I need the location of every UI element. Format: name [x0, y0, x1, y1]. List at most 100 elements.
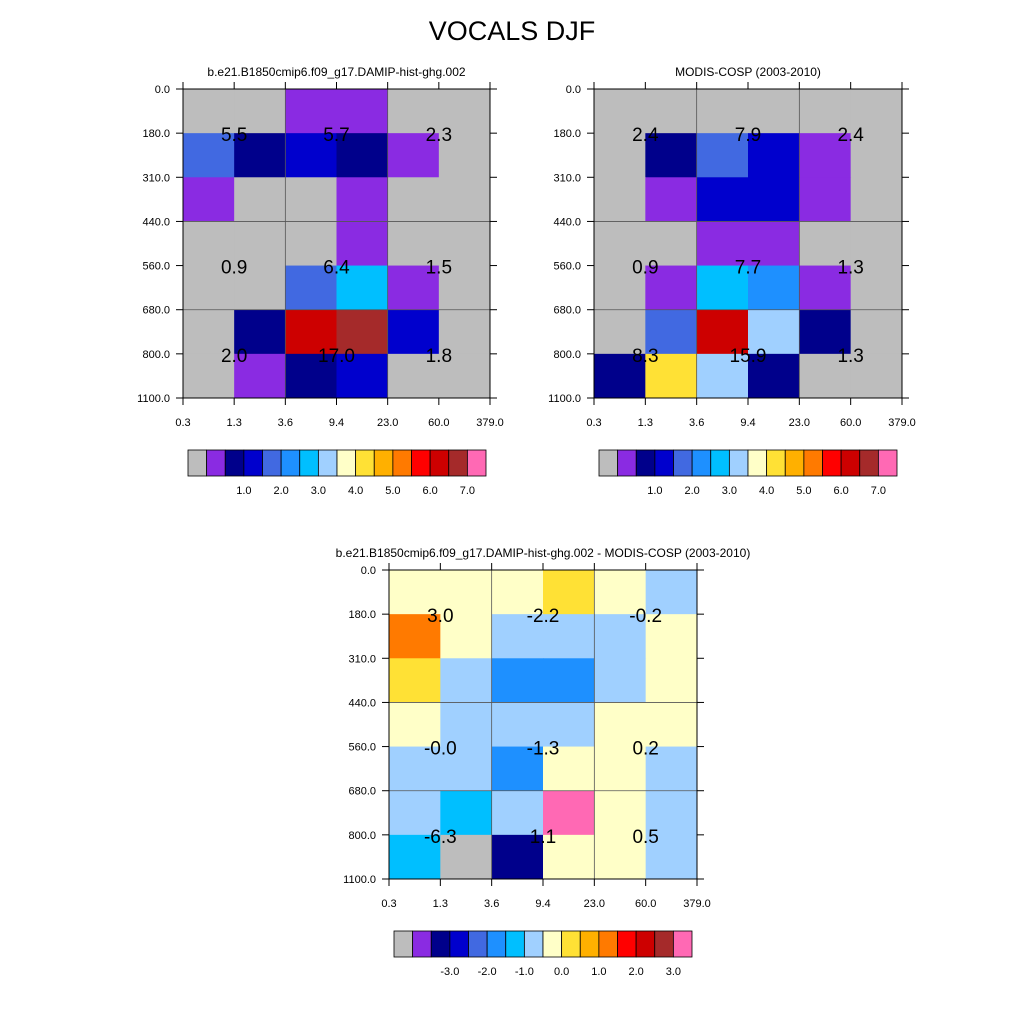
- heatmap-cell: [850, 309, 903, 355]
- heatmap-cell: [748, 89, 800, 134]
- heatmap-cell: [645, 353, 698, 399]
- value-label: -0.0: [424, 739, 457, 760]
- colorbar-box: [673, 449, 693, 477]
- y-tick-label: 440.0: [553, 216, 581, 228]
- heatmap-cell: [389, 834, 441, 880]
- heatmap-cell: [336, 89, 389, 134]
- y-tick-label: 800.0: [348, 830, 376, 842]
- heatmap-cell: [438, 309, 491, 355]
- heatmap-cell: [748, 133, 800, 178]
- heatmap-cell: [183, 265, 235, 311]
- panel-title: b.e21.B1850cmip6.f09_g17.DAMIP-hist-ghg.…: [207, 65, 465, 79]
- colorbar-label: 5.0: [385, 485, 400, 497]
- colorbar-box: [617, 449, 637, 477]
- heatmap-cell: [183, 89, 235, 134]
- colorbar-box: [505, 930, 525, 958]
- heatmap-cell: [183, 353, 235, 399]
- heatmap-cell: [799, 353, 852, 399]
- heatmap-cell: [440, 614, 493, 659]
- x-tick-label: 23.0: [584, 898, 605, 910]
- heatmap-panel-1: b.e21.B1850cmip6.f09_g17.DAMIP-hist-ghg.…: [137, 65, 504, 497]
- colorbar-label: 1.0: [591, 966, 606, 978]
- value-label: 1.3: [837, 258, 863, 279]
- heatmap-cell: [645, 309, 698, 355]
- x-tick-label: 60.0: [428, 417, 449, 429]
- heatmap-cell: [696, 353, 749, 399]
- figure-title: VOCALS DJF: [428, 16, 596, 46]
- colorbar-box: [542, 930, 563, 958]
- heatmap-cell: [645, 265, 698, 311]
- colorbar-box: [822, 449, 842, 477]
- colorbar-box: [393, 930, 414, 958]
- heatmap-cell: [387, 177, 440, 222]
- colorbar-label: 0.0: [554, 966, 569, 978]
- heatmap-cell: [234, 309, 286, 355]
- y-tick-label: 800.0: [553, 349, 581, 361]
- heatmap-cell: [799, 309, 852, 355]
- y-tick-label: 1100.0: [548, 393, 581, 405]
- value-label: -2.2: [527, 606, 560, 627]
- colorbar-box: [430, 930, 451, 958]
- colorbar-label: 5.0: [796, 485, 811, 497]
- x-tick-label: 0.3: [586, 417, 601, 429]
- heatmap-cell: [183, 177, 235, 222]
- heatmap-cell: [438, 133, 491, 178]
- heatmap-cell: [389, 570, 441, 615]
- heatmap-cell: [438, 265, 491, 311]
- x-tick-label: 0.3: [381, 898, 396, 910]
- heatmap-cell: [543, 746, 595, 792]
- heatmap-cell: [389, 790, 441, 836]
- heatmap-cell: [594, 133, 646, 178]
- heatmap-cell: [850, 221, 903, 267]
- heatmap-cell: [696, 177, 749, 222]
- colorbar-box: [561, 930, 581, 958]
- heatmap-cell: [645, 834, 698, 880]
- value-label: 0.9: [632, 258, 658, 279]
- heatmap-cell: [491, 790, 544, 836]
- heatmap-cell: [440, 702, 493, 748]
- heatmap-cell: [234, 353, 286, 399]
- value-label: 8.3: [632, 346, 658, 367]
- x-tick-label: 9.4: [535, 898, 550, 910]
- x-tick-label: 1.3: [433, 898, 448, 910]
- heatmap-cell: [440, 746, 493, 792]
- heatmap-cell: [645, 221, 698, 267]
- heatmap-cell: [543, 834, 595, 880]
- heatmap-cell: [850, 89, 903, 134]
- colorbar-box: [859, 449, 879, 477]
- heatmap-cell: [696, 309, 749, 355]
- heatmap-cell: [438, 353, 491, 399]
- heatmap-cell: [285, 133, 337, 178]
- heatmap-cell: [799, 265, 852, 311]
- heatmap-cell: [850, 353, 903, 399]
- heatmap-cell: [594, 702, 647, 748]
- colorbar-box: [486, 930, 507, 958]
- colorbar-label: 2.0: [273, 485, 288, 497]
- colorbar-box: [635, 449, 656, 477]
- heatmap-cell: [285, 309, 337, 355]
- heatmap-cell: [696, 89, 749, 134]
- x-tick-label: 9.4: [740, 417, 755, 429]
- heatmap-cell: [387, 89, 440, 134]
- heatmap-cell: [387, 265, 440, 311]
- value-label: 17.0: [318, 346, 355, 367]
- heatmap-cell: [387, 133, 440, 178]
- value-label: 3.0: [427, 606, 453, 627]
- heatmap-cell: [183, 133, 235, 178]
- heatmap-cell: [543, 570, 595, 615]
- colorbar-box: [429, 449, 450, 477]
- heatmap-cell: [183, 309, 235, 355]
- heatmap-panel-3: b.e21.B1850cmip6.f09_g17.DAMIP-hist-ghg.…: [336, 546, 751, 978]
- heatmap-cell: [234, 221, 286, 267]
- colorbar-box: [243, 449, 263, 477]
- heatmap-cell: [594, 177, 646, 222]
- y-tick-label: 310.0: [553, 172, 581, 184]
- heatmap-cell: [645, 746, 698, 792]
- heatmap-cell: [234, 133, 286, 178]
- heatmap-cell: [387, 353, 440, 399]
- heatmap-cell: [645, 790, 698, 836]
- colorbar: -3.0 -2.0 -1.0 0.0 1.0 2.0 3.0: [393, 930, 693, 978]
- colorbar-box: [373, 449, 394, 477]
- heatmap-cell: [336, 309, 389, 355]
- heatmap-cell: [594, 353, 646, 399]
